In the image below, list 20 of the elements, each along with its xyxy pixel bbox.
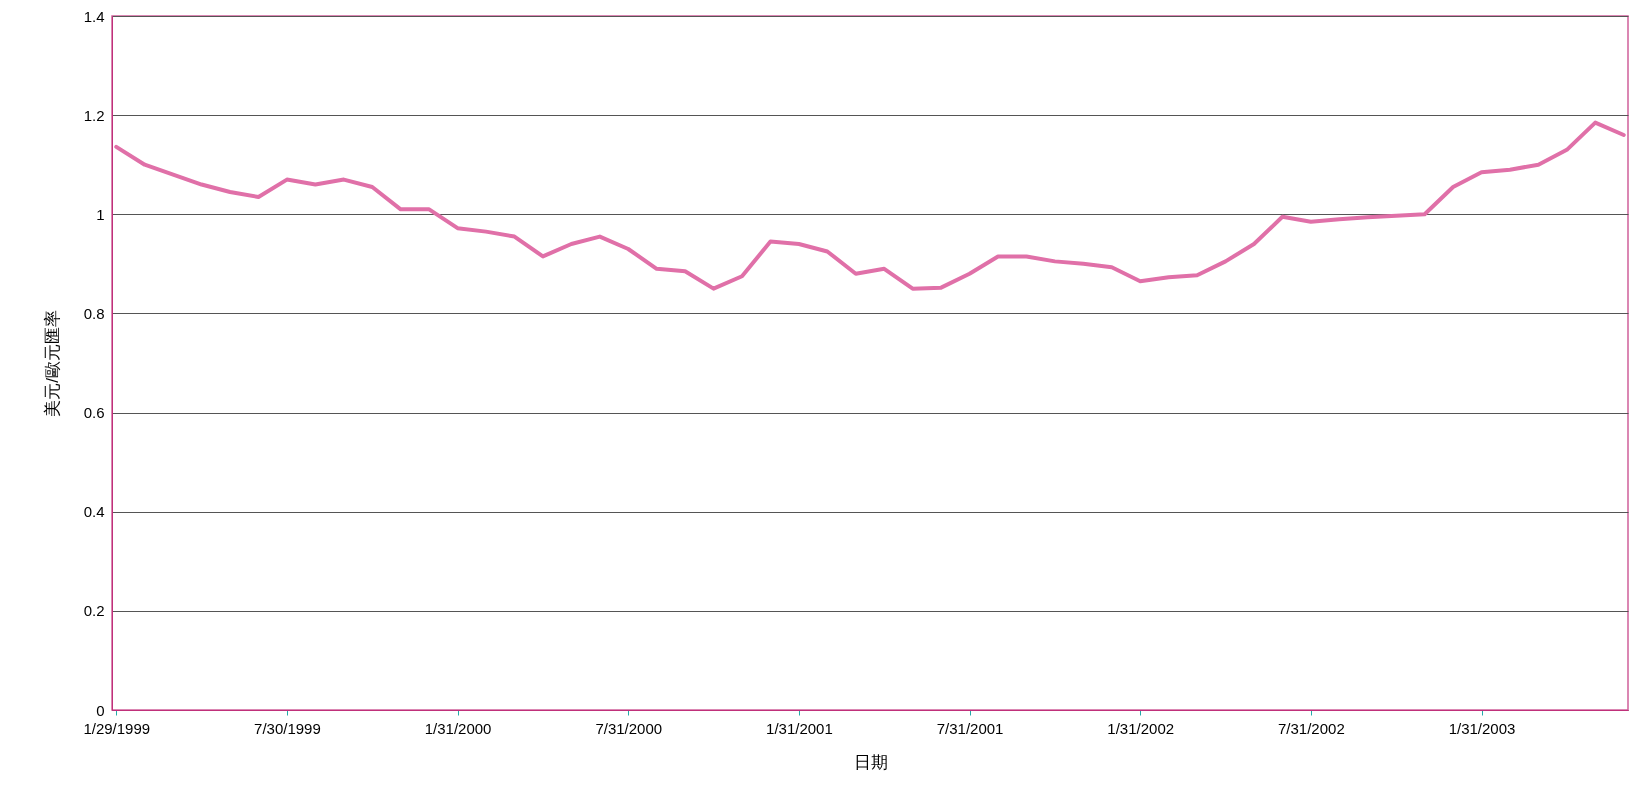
y-tick-label: 1 <box>96 205 105 223</box>
x-tick-label: 1/31/2001 <box>766 719 833 737</box>
line-series <box>114 120 1626 291</box>
y-tick-label: 0.4 <box>83 503 105 521</box>
y-tick-label: 0.2 <box>83 602 105 620</box>
y-tick-label: 0 <box>96 701 105 719</box>
x-tick-label: 1/29/1999 <box>83 719 151 737</box>
y-tick-label: 1.4 <box>83 7 105 25</box>
y-tick-label: 0.8 <box>83 304 105 322</box>
y-tick-label: 0.6 <box>83 404 105 422</box>
x-tick-label: 1/31/2000 <box>424 719 492 737</box>
x-tick-label: 1/31/2002 <box>1107 719 1175 737</box>
x-tick-label: 1/31/2003 <box>1448 719 1516 737</box>
y-tick-label: 1.2 <box>83 106 105 124</box>
y-axis-title: 美元/歐元匯率 <box>42 310 62 417</box>
x-tick-label: 7/31/2000 <box>595 719 663 737</box>
x-axis-title: 日期 <box>853 752 888 772</box>
x-tick-label: 7/30/1999 <box>254 719 321 737</box>
x-tick-label: 7/31/2001 <box>936 719 1004 737</box>
x-tick-label: 7/31/2002 <box>1278 719 1345 737</box>
